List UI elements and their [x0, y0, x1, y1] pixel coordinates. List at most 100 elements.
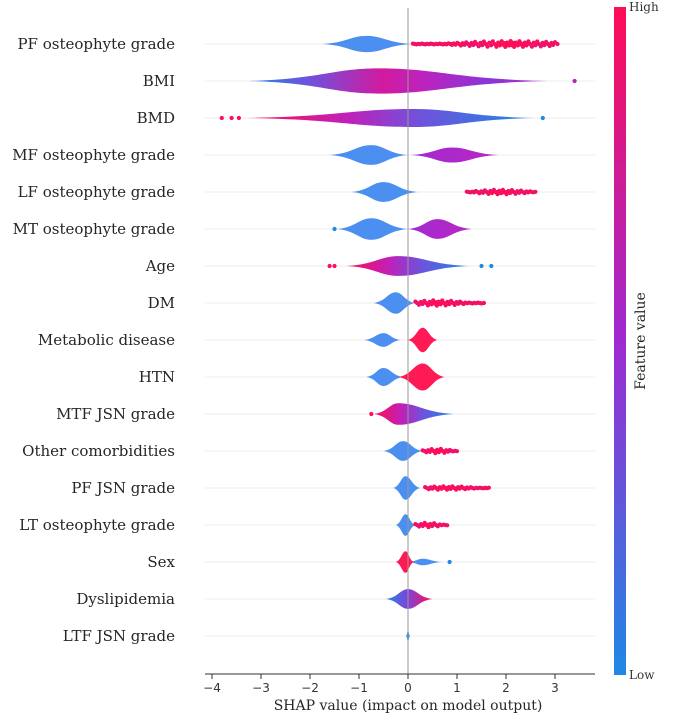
- violin-low-lobe: [363, 333, 401, 347]
- colorbar: High Low Feature value: [614, 0, 659, 682]
- violin-metabolic-disease: [363, 327, 438, 353]
- violin-dyslipidemia: [385, 589, 433, 609]
- shap-dense-core: [429, 448, 445, 454]
- outlier-point: [489, 263, 494, 269]
- shap-dense-core: [486, 189, 517, 195]
- outlier-point: [219, 115, 224, 121]
- violin-body: [248, 68, 548, 94]
- violin-low-lobe: [351, 182, 418, 202]
- x-tick-label: −2: [301, 681, 319, 695]
- outlier-point: [229, 115, 234, 121]
- outlier-point: [369, 411, 374, 417]
- violin-low-lobe: [373, 292, 416, 314]
- feature-label-sex: Sex: [147, 553, 175, 571]
- violin-mtf-jsn-grade: [369, 403, 455, 425]
- x-axis: −4 −3 −2 −1 0 1 2 3: [203, 673, 595, 695]
- violin-mf-osteophyte-grade: [329, 145, 499, 165]
- feature-label-dm: DM: [148, 294, 175, 312]
- violin-low-lobe: [329, 145, 408, 165]
- outlier-point: [327, 263, 332, 269]
- outlier-point: [479, 263, 484, 269]
- x-tick-label: 1: [453, 681, 461, 695]
- colorbar-title: Feature value: [633, 292, 649, 390]
- feature-label-other-comorbidities: Other comorbidities: [22, 442, 175, 460]
- violin-high-lobe: [408, 219, 472, 239]
- shap-point: [420, 301, 425, 307]
- feature-label-mf-osteophyte-grade: MF osteophyte grade: [12, 146, 175, 164]
- feature-label-bmd: BMD: [137, 109, 175, 127]
- violin-lt-osteophyte-grade: [395, 514, 450, 536]
- violin-high-dots: [423, 484, 491, 492]
- violin-lf-osteophyte-grade: [351, 182, 538, 202]
- feature-label-lt-osteophyte-grade: LT osteophyte grade: [19, 516, 175, 534]
- violin-mt-osteophyte-grade: [332, 218, 472, 240]
- outlier-point: [540, 115, 545, 121]
- shap-point: [445, 523, 450, 528]
- violin-other-comorbidities: [383, 441, 460, 461]
- outlier-point: [555, 41, 560, 47]
- violin-high-lobe: [395, 551, 414, 573]
- violin-pf-jsn-grade: [393, 476, 491, 500]
- violin-high-dots: [464, 187, 538, 197]
- x-tick-label: 2: [502, 681, 510, 695]
- x-tick-label: −1: [350, 681, 368, 695]
- shap-dense-core: [479, 40, 543, 48]
- violin-body: [246, 109, 536, 127]
- violin-high-dots: [420, 446, 460, 456]
- violin-low-lobe: [336, 218, 408, 240]
- violin-high-dots: [413, 298, 484, 308]
- x-tick-label: 0: [404, 681, 412, 695]
- shap-point: [542, 43, 547, 48]
- feature-label-mtf-jsn-grade: MTF JSN grade: [56, 405, 175, 423]
- feature-label-age: Age: [145, 257, 175, 275]
- violin-low-lobe: [366, 368, 404, 386]
- outlier-point: [450, 41, 455, 47]
- outlier-point: [236, 115, 241, 121]
- feature-label-lf-osteophyte-grade: LF osteophyte grade: [18, 183, 176, 201]
- violin-bmd: [219, 109, 545, 127]
- outlier-point: [442, 41, 447, 47]
- violin-low-lobe: [322, 35, 413, 53]
- x-tick-label: −3: [252, 681, 270, 695]
- violin-low-lobe: [383, 441, 423, 461]
- violin-pf-osteophyte-grade: [322, 35, 560, 53]
- outlier-point: [332, 226, 337, 232]
- feature-label-htn: HTN: [139, 368, 175, 386]
- shap-point: [529, 44, 535, 49]
- x-axis-title: SHAP value (impact on model output): [274, 698, 543, 714]
- shap-point: [480, 43, 485, 48]
- violin-high-lobe: [410, 147, 499, 163]
- outlier-point: [447, 559, 452, 565]
- shap-point: [443, 303, 448, 308]
- shap-point: [476, 44, 481, 49]
- violin-high-lobe: [398, 363, 445, 391]
- violin-low-lobe: [393, 476, 421, 500]
- outlier-point: [572, 78, 577, 84]
- x-tick-label: 3: [551, 681, 559, 695]
- feature-rows: PF osteophyte grade BMI BMD MF osteophyte g…: [12, 35, 595, 645]
- colorbar-low-label: Low: [629, 668, 655, 682]
- feature-label-bmi: BMI: [143, 72, 175, 90]
- violin-dm: [373, 292, 486, 314]
- feature-label-dyslipidemia: Dyslipidemia: [76, 590, 175, 608]
- feature-label-pf-jsn-grade: PF JSN grade: [71, 479, 175, 497]
- feature-label-metabolic-disease: Metabolic disease: [38, 331, 175, 349]
- colorbar-gradient: [614, 7, 626, 675]
- shap-point: [454, 449, 460, 454]
- violin-low-lobe: [408, 558, 443, 566]
- outlier-point: [332, 263, 337, 269]
- feature-label-ltf-jsn-grade: LTF JSN grade: [63, 627, 175, 645]
- shap-point: [425, 303, 430, 308]
- shap-point: [538, 44, 543, 49]
- violin-high-lobe: [408, 327, 438, 353]
- violin-high-dots: [410, 39, 558, 50]
- violin-age: [327, 256, 494, 276]
- feature-label-mt-osteophyte-grade: MT osteophyte grade: [13, 220, 176, 238]
- violin-htn: [366, 363, 445, 391]
- outlier-point: [481, 300, 486, 306]
- shap-point: [485, 44, 490, 49]
- feature-label-pf-osteophyte-grade: PF osteophyte grade: [17, 35, 175, 53]
- shap-dense-core: [433, 486, 462, 490]
- colorbar-high-label: High: [629, 0, 659, 14]
